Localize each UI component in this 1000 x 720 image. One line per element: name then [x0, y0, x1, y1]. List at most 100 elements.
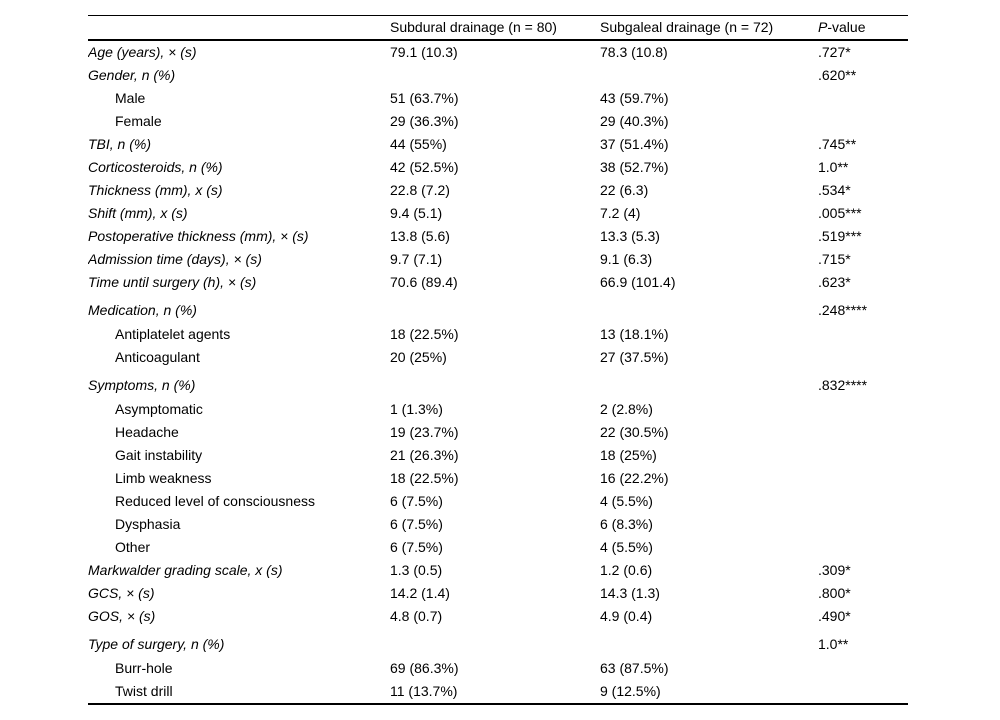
subdural-value: 9.7 (7.1) — [390, 251, 443, 267]
p-value — [818, 657, 908, 680]
table-row: Postoperative thickness (mm), × (s) 13.8 … — [88, 225, 908, 248]
table-row: Time until surgery (h), × (s) 70.6 (89.4)… — [88, 271, 908, 294]
subdural-value: 44 (55%) — [390, 136, 447, 152]
table-row: Twist drill 11 (13.7%) 9 (12.5%) — [88, 680, 908, 704]
p-value — [818, 444, 908, 467]
pvalue-header-italic-p: P — [818, 19, 828, 35]
subgaleal-value: 4 (5.5%) — [600, 493, 653, 509]
row-label: Thickness (mm), x (s) — [88, 182, 223, 198]
subdural-value — [390, 294, 600, 323]
p-value — [818, 680, 908, 704]
subdural-value: 18 (22.5%) — [390, 326, 459, 342]
row-label: Burr-hole — [115, 660, 173, 676]
table-row: Corticosteroids, n (%) 42 (52.5%) 38 (52.7… — [88, 156, 908, 179]
subgaleal-value: 4 (5.5%) — [600, 539, 653, 555]
table-row: Medication, n (%) .248**** — [88, 294, 908, 323]
subdural-value: 29 (36.3%) — [390, 113, 459, 129]
p-value — [818, 87, 908, 110]
row-label: Gender, n (%) — [88, 67, 176, 83]
subgaleal-value — [600, 294, 818, 323]
header-label-cell — [88, 15, 390, 41]
row-label: Admission time (days), × (s) — [88, 251, 262, 267]
pvalue-header-rest: -value — [827, 19, 866, 35]
comparison-table: Subdural drainage (n = 80) Subgaleal dra… — [88, 15, 908, 705]
header-pvalue-column: P-value — [818, 15, 908, 41]
subdural-value: 1 (1.3%) — [390, 401, 443, 417]
row-label: Reduced level of consciousness — [115, 493, 316, 509]
subdural-value: 70.6 (89.4) — [390, 274, 458, 290]
subdural-value: 20 (25%) — [390, 349, 447, 365]
row-label: Antiplatelet agents — [115, 326, 231, 342]
subgaleal-value: 14.3 (1.3) — [600, 585, 660, 601]
p-value — [818, 398, 908, 421]
subgaleal-value: 1.2 (0.6) — [600, 562, 653, 578]
table-row: Headache 19 (23.7%) 22 (30.5%) — [88, 421, 908, 444]
subdural-value: 42 (52.5%) — [390, 159, 459, 175]
subgaleal-value: 9 (12.5%) — [600, 683, 661, 699]
subdural-value: 6 (7.5%) — [390, 516, 443, 532]
table-row: TBI, n (%) 44 (55%) 37 (51.4%) .745** — [88, 133, 908, 156]
table-row: GOS, × (s) 4.8 (0.7) 4.9 (0.4) .490* — [88, 605, 908, 628]
subdural-value: 4.8 (0.7) — [390, 608, 443, 624]
row-label: GOS, × (s) — [88, 608, 156, 624]
p-value: .800* — [818, 585, 851, 601]
table-header: Subdural drainage (n = 80) Subgaleal dra… — [88, 15, 908, 41]
row-label: Limb weakness — [115, 470, 212, 486]
subdural-value: 18 (22.5%) — [390, 470, 459, 486]
table-row: Thickness (mm), x (s) 22.8 (7.2) 22 (6.3).… — [88, 179, 908, 202]
row-label: TBI, n (%) — [88, 136, 152, 152]
subdural-value: 6 (7.5%) — [390, 493, 443, 509]
subgaleal-value: 27 (37.5%) — [600, 349, 669, 365]
p-value — [818, 346, 908, 369]
table-row: Anticoagulant 20 (25%) 27 (37.5%) — [88, 346, 908, 369]
p-value: .519*** — [818, 228, 862, 244]
table-row: Female 29 (36.3%) 29 (40.3%) — [88, 110, 908, 133]
subdural-value: 69 (86.3%) — [390, 660, 459, 676]
subdural-value: 13.8 (5.6) — [390, 228, 450, 244]
subdural-value — [390, 628, 600, 657]
p-value — [818, 467, 908, 490]
row-label: Corticosteroids, n (%) — [88, 159, 223, 175]
subgaleal-value: 63 (87.5%) — [600, 660, 669, 676]
subgaleal-value — [600, 628, 818, 657]
table-row: Antiplatelet agents 18 (22.5%) 13 (18.1%) — [88, 323, 908, 346]
table-row: Shift (mm), x (s) 9.4 (5.1) 7.2 (4) .005*** — [88, 202, 908, 225]
subgaleal-value: 13.3 (5.3) — [600, 228, 660, 244]
p-value: .727* — [818, 44, 851, 60]
p-value: .309* — [818, 562, 851, 578]
table-row: Gender, n (%) .620** — [88, 64, 908, 87]
subgaleal-value: 66.9 (101.4) — [600, 274, 676, 290]
subgaleal-value: 9.1 (6.3) — [600, 251, 653, 267]
table-row: Reduced level of consciousness 6 (7.5%) 4 … — [88, 490, 908, 513]
p-value — [818, 110, 908, 133]
table-row: Asymptomatic 1 (1.3%) 2 (2.8%) — [88, 398, 908, 421]
p-value: .715* — [818, 251, 851, 267]
row-label: Dysphasia — [115, 516, 181, 532]
row-label: Other — [115, 539, 151, 555]
table-row: GCS, × (s) 14.2 (1.4) 14.3 (1.3) .800* — [88, 582, 908, 605]
row-label: Female — [115, 113, 162, 129]
subdural-value: 1.3 (0.5) — [390, 562, 443, 578]
subgaleal-value: 22 (30.5%) — [600, 424, 669, 440]
row-label: Type of surgery, n (%) — [88, 635, 225, 652]
table-row: Burr-hole 69 (86.3%) 63 (87.5%) — [88, 657, 908, 680]
row-label: Time until surgery (h), × (s) — [88, 274, 257, 290]
subgaleal-value: 2 (2.8%) — [600, 401, 653, 417]
table-row: Limb weakness 18 (22.5%) 16 (22.2%) — [88, 467, 908, 490]
subgaleal-value: 29 (40.3%) — [600, 113, 669, 129]
subgaleal-value: 16 (22.2%) — [600, 470, 669, 486]
p-value: 1.0** — [818, 159, 849, 175]
subgaleal-value: 37 (51.4%) — [600, 136, 669, 152]
p-value: .005*** — [818, 205, 862, 221]
subgaleal-value: 6 (8.3%) — [600, 516, 653, 532]
subgaleal-value — [600, 64, 818, 87]
row-label: GCS, × (s) — [88, 585, 155, 601]
subdural-value: 6 (7.5%) — [390, 539, 443, 555]
p-value — [818, 513, 908, 536]
subdural-value: 19 (23.7%) — [390, 424, 459, 440]
subdural-value — [390, 64, 600, 87]
subdural-value: 9.4 (5.1) — [390, 205, 443, 221]
subgaleal-value: 43 (59.7%) — [600, 90, 669, 106]
subgaleal-value: 78.3 (10.8) — [600, 44, 668, 60]
